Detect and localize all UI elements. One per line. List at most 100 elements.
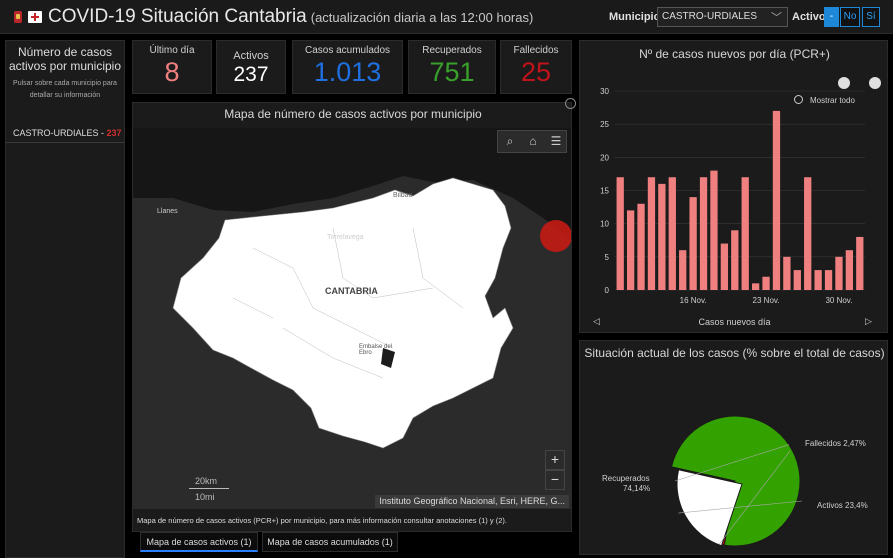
red-cross-icon [28, 11, 42, 23]
chart-next-icon[interactable]: ▷ [865, 316, 872, 326]
zoom-in-button[interactable]: + [545, 450, 565, 470]
y-tick-label: 10 [600, 220, 609, 229]
pie-label: Recuperados [602, 474, 650, 483]
x-tick-label: 23 Nov. [753, 296, 780, 305]
page-subtitle: (actualización diaria a las 12:00 horas) [310, 10, 534, 25]
bar[interactable] [616, 177, 624, 290]
stat-recuperados: Recuperados 751 [408, 40, 496, 94]
y-tick-label: 5 [605, 253, 610, 262]
municipio-select-value: CASTRO-URDIALES [662, 11, 758, 22]
page-title: COVID-19 Situación Cantabria (actualizaci… [48, 6, 534, 27]
tab-casos-activos[interactable]: Mapa de casos activos (1) [140, 532, 258, 552]
bar[interactable] [658, 183, 666, 290]
chart-title: Nº de casos nuevos por día (PCR+) [639, 47, 830, 61]
activo-toggle-si[interactable]: Sí [862, 7, 880, 27]
bar[interactable] [626, 210, 635, 290]
zoom-out-button[interactable]: − [545, 470, 565, 490]
show-all-button[interactable]: Mostrar todo [810, 96, 855, 105]
map-attribution[interactable]: Instituto Geográfico Nacional, Esri, HER… [375, 495, 569, 508]
map-view[interactable]: Llanes Torrelavega CANTABRIA Embalse del… [133, 128, 571, 509]
y-tick-label: 20 [600, 153, 609, 162]
municipio-list-item[interactable]: CASTRO-URDIALES - 237 [6, 124, 124, 143]
stat-activos: Activos 237 [216, 40, 286, 94]
bar[interactable] [762, 276, 770, 290]
y-tick-label: 15 [600, 187, 609, 196]
scale-km: 20km [195, 476, 218, 486]
scale-mi: 10mi [195, 492, 215, 502]
bar[interactable] [856, 236, 864, 290]
header: COVID-19 Situación Cantabria (actualizaci… [0, 0, 893, 34]
bar[interactable] [647, 177, 656, 290]
bar[interactable] [793, 270, 801, 290]
municipio-list-title: Número de casos activos por municipio [8, 45, 122, 73]
search-icon[interactable]: ⌕ [506, 134, 514, 148]
activo-label: Activo [792, 11, 826, 23]
map-canvas [133, 128, 571, 509]
bar-chart-panel: Nº de casos nuevos por día (PCR+) Mostra… [579, 40, 888, 333]
bar[interactable] [637, 203, 645, 290]
stat-value: 1.013 [313, 57, 382, 87]
activo-toggle-no[interactable]: No [840, 7, 860, 27]
x-tick-label: 16 Nov. [680, 296, 707, 305]
zoom-out-icon[interactable] [794, 95, 803, 104]
y-tick-label: 0 [605, 286, 610, 295]
pie-label: Fallecidos 2,47% [805, 439, 866, 448]
range-handle-right[interactable] [869, 77, 881, 89]
bar[interactable] [751, 283, 760, 290]
municipio-label: Municipio [609, 11, 661, 23]
municipio-item-count: 237 [106, 128, 122, 138]
bar[interactable] [835, 256, 843, 290]
map-label-llanes: Llanes [157, 208, 178, 215]
chevron-down-icon: ﹀ [771, 12, 782, 24]
bar[interactable] [679, 250, 687, 290]
chart-x-label: Casos nuevos día [698, 317, 771, 327]
bar[interactable] [710, 170, 718, 290]
stat-casos-acumulados: Casos acumulados 1.013 [292, 40, 403, 94]
bar[interactable] [699, 177, 708, 290]
municipio-select[interactable]: CASTRO-URDIALES ﹀ [657, 7, 788, 27]
tab-casos-acumulados[interactable]: Mapa de casos acumulados (1) [262, 532, 398, 552]
bar[interactable] [814, 270, 822, 290]
expand-icon[interactable] [565, 98, 576, 109]
scale-bar [189, 488, 229, 489]
bar[interactable] [824, 270, 833, 290]
y-tick-label: 30 [600, 87, 609, 96]
pie-slice[interactable] [676, 469, 743, 547]
bar[interactable] [689, 197, 697, 290]
activo-toggle-none[interactable]: - [824, 7, 839, 27]
stat-fallecidos: Fallecidos 25 [500, 40, 572, 94]
bar[interactable] [772, 110, 781, 291]
bar[interactable] [668, 177, 676, 290]
stat-value: 751 [429, 57, 475, 87]
municipio-list-panel: Número de casos activos por municipio Pu… [5, 40, 125, 558]
pie-leader-line [719, 450, 791, 545]
range-handle-left[interactable] [838, 77, 850, 89]
castro-urdiales-marker[interactable] [540, 220, 571, 252]
x-tick-label: 30 Nov. [825, 296, 852, 305]
bar[interactable] [720, 243, 729, 290]
chart-prev-icon[interactable]: ◁ [593, 316, 600, 326]
map-label-torrelavega: Torrelavega [327, 234, 364, 241]
map-panel: Mapa de número de casos activos por muni… [132, 102, 572, 532]
map-footer-note: Mapa de número de casos activos (PCR+) p… [137, 516, 507, 525]
stat-value: 237 [233, 63, 269, 86]
pie-chart-panel: Situación actual de los casos (% sobre e… [579, 340, 888, 555]
bar[interactable] [804, 177, 812, 290]
list-icon[interactable]: ☰ [550, 134, 562, 148]
bar-chart: 0 5 10 15 20 25 30 16 Nov. 23 Nov. 30 Nov. [600, 87, 865, 305]
stat-value: 8 [164, 57, 180, 87]
map-label-cantabria: CANTABRIA [325, 286, 378, 296]
cantabria-region[interactable] [172, 177, 514, 449]
bar[interactable] [845, 250, 854, 290]
pie-label-value: 74,14% [623, 484, 650, 493]
home-icon[interactable]: ⌂ [529, 134, 537, 148]
municipio-list-hint: Pulsar sobre cada municipio para detalla… [13, 80, 117, 99]
bar[interactable] [783, 256, 791, 290]
y-tick-label: 25 [600, 120, 609, 129]
bar[interactable] [731, 230, 739, 290]
pie-title: Situación actual de los casos (% sobre e… [584, 346, 885, 360]
stat-ultimo-dia: Último día 8 [132, 40, 212, 94]
bar[interactable] [741, 177, 749, 290]
flags [14, 11, 42, 23]
cantabria-flag-icon [14, 11, 22, 23]
